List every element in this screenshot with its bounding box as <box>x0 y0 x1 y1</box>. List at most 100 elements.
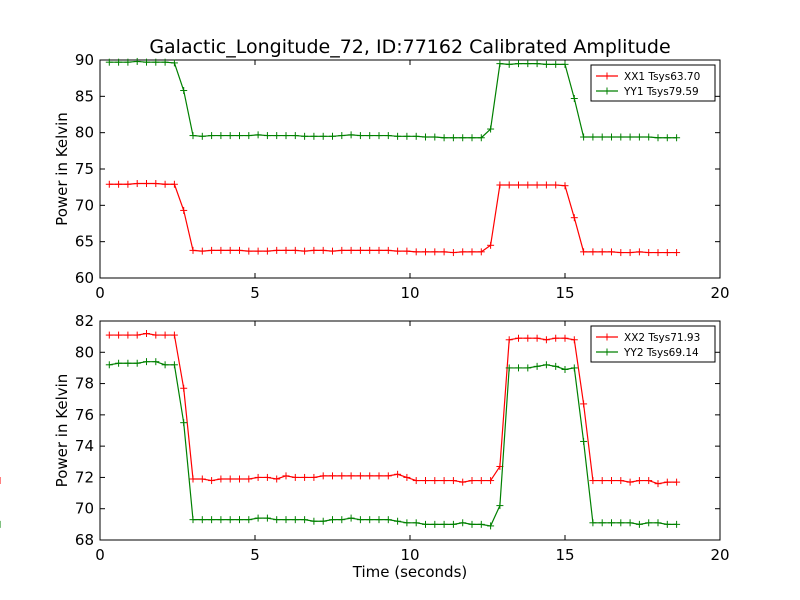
data-point-1-0-2 <box>124 331 132 339</box>
data-point-1-1-59 <box>654 519 662 527</box>
data-point-0-0-61 <box>673 249 681 257</box>
data-point-1-1-27 <box>356 516 364 524</box>
data-point-0-1-40 <box>477 134 485 142</box>
data-point-1-1-22 <box>310 517 318 525</box>
data-point-1-0-59 <box>654 480 662 488</box>
data-point-1-1-7 <box>170 361 178 369</box>
data-point-0-0-58 <box>645 249 653 257</box>
data-point-0-0-43 <box>505 181 513 189</box>
data-point-1-1-39 <box>468 520 476 528</box>
y-tick-label-0-2: 70 <box>75 196 94 214</box>
data-point-0-0-7 <box>170 180 178 188</box>
data-point-0-1-4 <box>143 58 150 66</box>
data-point-0-1-46 <box>533 60 541 68</box>
data-point-0-1-14 <box>236 132 243 140</box>
data-point-1-1-61 <box>673 520 681 528</box>
data-point-0-0-10 <box>198 247 206 255</box>
data-point-1-1-5 <box>152 358 160 366</box>
data-point-0-0-14 <box>236 246 243 254</box>
data-point-0-0-21 <box>301 247 309 255</box>
data-point-1-0-37 <box>449 477 457 485</box>
data-point-1-0-44 <box>515 334 522 342</box>
data-point-0-1-20 <box>291 132 299 140</box>
data-point-0-0-31 <box>394 247 402 255</box>
y-tick-label-1-6: 80 <box>75 343 94 361</box>
data-point-0-0-1 <box>115 180 123 188</box>
y-axis-label-0: Power in Kelvin <box>53 112 71 226</box>
x-tick-label-0-3: 15 <box>555 284 574 302</box>
data-point-0-0-51 <box>580 248 588 256</box>
data-point-1-1-38 <box>459 519 467 527</box>
data-point-0-1-61 <box>673 134 681 142</box>
data-point-0-0-6 <box>161 180 169 188</box>
data-point-1-0-28 <box>366 472 374 480</box>
data-point-0-0-23 <box>319 246 327 254</box>
legend-entry-0-1: YY1 Tsys79.59 <box>596 86 699 98</box>
data-point-1-0-1 <box>115 331 123 339</box>
data-point-1-1-19 <box>282 516 290 524</box>
data-point-0-1-43 <box>505 60 513 68</box>
data-point-1-1-54 <box>608 519 615 527</box>
data-point-0-0-0 <box>105 180 113 188</box>
data-point-0-0-19 <box>282 246 290 254</box>
data-point-0-1-19 <box>282 132 290 140</box>
data-point-1-0-47 <box>542 336 550 344</box>
data-point-1-1-45 <box>524 364 532 372</box>
data-point-0-1-8 <box>180 87 188 95</box>
data-point-1-0-61 <box>673 478 681 486</box>
data-point-1-1-47 <box>542 361 550 369</box>
data-point-1-0-8 <box>180 384 188 392</box>
y-tick-label-1-3: 74 <box>75 437 94 455</box>
data-point-1-1-15 <box>245 516 253 524</box>
legend-1: XX2 Tsys71.93 YY2 Tsys69.14 <box>590 325 716 363</box>
data-point-1-1-9 <box>189 516 197 524</box>
data-point-0-0-32 <box>403 247 411 255</box>
data-point-1-0-27 <box>356 472 364 480</box>
data-point-1-0-25 <box>338 472 346 480</box>
data-point-1-1-18 <box>273 516 281 524</box>
data-point-1-1-12 <box>217 516 225 524</box>
data-point-0-1-16 <box>254 131 262 139</box>
data-point-1-1-29 <box>375 516 383 524</box>
data-point-1-0-10 <box>198 475 206 483</box>
data-point-1-1-49 <box>561 365 569 373</box>
data-point-0-1-30 <box>384 132 392 140</box>
data-point-1-0-22 <box>310 473 318 481</box>
data-point-0-1-23 <box>319 132 327 140</box>
data-point-1-1-50 <box>570 364 578 372</box>
legend-box-1 <box>590 325 716 363</box>
data-point-1-1-2 <box>124 359 132 367</box>
data-point-1-0-49 <box>561 334 569 342</box>
data-point-0-1-38 <box>459 134 467 142</box>
data-point-0-0-33 <box>412 248 420 256</box>
data-point-1-1-56 <box>626 519 634 527</box>
data-point-1-0-31 <box>394 470 402 478</box>
data-point-1-0-3 <box>133 331 141 339</box>
data-point-1-1-14 <box>236 516 243 524</box>
data-point-1-0-46 <box>533 334 541 342</box>
data-point-0-0-47 <box>542 181 550 189</box>
data-point-1-0-55 <box>617 477 625 485</box>
data-point-0-1-49 <box>561 60 569 68</box>
data-point-0-1-10 <box>198 132 206 140</box>
data-point-1-1-37 <box>449 520 457 528</box>
data-point-1-1-30 <box>384 516 392 524</box>
x-tick-label-0-2: 10 <box>400 284 419 302</box>
data-point-0-1-47 <box>542 60 550 68</box>
data-point-1-1-36 <box>440 520 448 528</box>
data-point-0-1-7 <box>170 59 178 67</box>
data-point-0-0-59 <box>654 249 662 257</box>
x-tick-label-1-4: 20 <box>710 546 729 564</box>
data-point-0-0-49 <box>561 182 569 190</box>
legend-box-0 <box>590 64 716 102</box>
legend-label-1-1: YY2 Tsys69.14 <box>623 347 699 359</box>
y-axis-label-1: Power in Kelvin <box>53 374 71 488</box>
data-point-0-0-25 <box>338 246 346 254</box>
y-tick-label-1-5: 78 <box>75 375 94 393</box>
data-point-0-1-32 <box>403 132 411 140</box>
data-point-1-0-20 <box>291 473 299 481</box>
data-point-0-0-17 <box>263 247 271 255</box>
data-point-0-0-27 <box>356 246 364 254</box>
data-point-0-1-39 <box>468 134 476 142</box>
data-point-1-1-41 <box>487 522 495 530</box>
